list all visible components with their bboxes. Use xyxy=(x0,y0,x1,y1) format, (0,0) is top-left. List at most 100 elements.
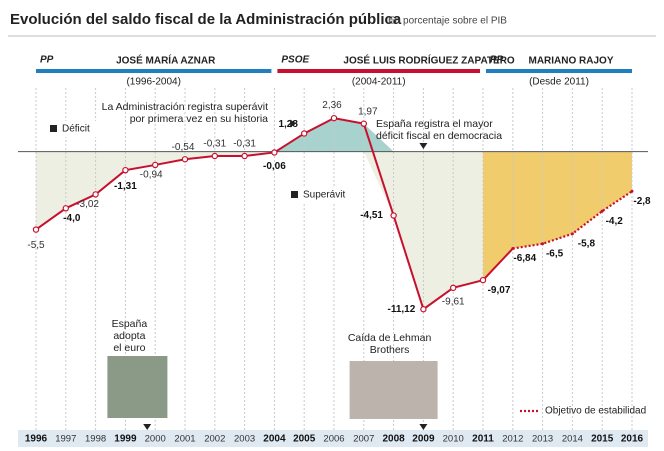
party-logo: PP xyxy=(490,55,504,66)
data-point xyxy=(541,242,545,246)
surplus-area xyxy=(36,118,483,152)
data-point xyxy=(241,152,248,160)
value-label: -11,12 xyxy=(387,304,415,315)
value-label: -3,02 xyxy=(76,199,99,210)
x-tick-label: 1996 xyxy=(25,434,48,445)
legend-box xyxy=(286,187,352,203)
period-band xyxy=(486,69,632,73)
marker xyxy=(419,143,428,149)
data-point xyxy=(181,156,189,163)
photo xyxy=(107,356,168,418)
annotation: déficit fiscal en democracia xyxy=(376,130,502,142)
annotation: Brothers xyxy=(370,344,410,356)
x-tick-label: 2001 xyxy=(174,434,195,445)
x-tick-label: 2005 xyxy=(293,434,316,445)
x-tick-label: 1997 xyxy=(55,434,76,445)
annotation: el euro xyxy=(113,342,145,354)
data-point xyxy=(301,130,308,137)
series-line xyxy=(35,117,484,311)
period-band xyxy=(277,69,480,73)
value-label: -4,0 xyxy=(63,213,81,224)
annotation: adopta xyxy=(113,330,145,342)
period-years: (Desde 2011) xyxy=(529,77,589,88)
value-label: -6,5 xyxy=(546,248,564,259)
value-label: -0,54 xyxy=(172,142,195,153)
data-point xyxy=(479,276,487,284)
objective-area xyxy=(483,151,632,281)
value-label: -5,8 xyxy=(578,238,596,249)
x-tick-label: 2016 xyxy=(621,434,644,445)
legend-box xyxy=(44,121,102,137)
data-point xyxy=(600,209,604,213)
leader-name: MARIANO RAJOY xyxy=(528,56,613,67)
value-label: -4,51 xyxy=(360,210,383,221)
x-tick-label: 2015 xyxy=(591,434,614,445)
connector xyxy=(482,247,514,281)
party-logo: PSOE xyxy=(281,55,309,66)
photo xyxy=(349,361,438,419)
data-point xyxy=(211,152,218,160)
value-label: 1,97 xyxy=(358,106,378,117)
x-tick-label: 1999 xyxy=(114,434,137,445)
value-label: -5,5 xyxy=(27,240,45,251)
chart-subtitle: En porcentaje sobre el PIB xyxy=(388,16,507,27)
party-logo: PP xyxy=(40,55,54,66)
data-point xyxy=(570,232,574,236)
x-tick-label: 2007 xyxy=(353,434,374,445)
legend-label: Déficit xyxy=(62,124,90,135)
value-label: -2,8 xyxy=(633,196,651,207)
value-label: -0,06 xyxy=(263,161,286,172)
value-label: 2,36 xyxy=(322,100,342,111)
annotation: por primera vez en su historia xyxy=(130,113,268,125)
deficit-area xyxy=(36,151,483,310)
legend-label: Superávit xyxy=(303,190,345,201)
value-label: -1,31 xyxy=(114,181,137,192)
data-point xyxy=(511,247,515,251)
x-axis-strip xyxy=(18,430,648,447)
value-label: -6,84 xyxy=(513,253,536,264)
period-years: (1996-2004) xyxy=(126,77,180,88)
x-tick-label: 2004 xyxy=(263,434,286,445)
data-point xyxy=(62,205,70,212)
annotation: Caída de Lehman xyxy=(348,332,432,344)
data-point xyxy=(420,306,427,313)
legend-label: Objetivo de estabilidad xyxy=(545,406,646,417)
data-point xyxy=(32,226,40,233)
annotation: España xyxy=(112,318,148,330)
x-tick-label: 2003 xyxy=(234,434,255,445)
x-tick-label: 2010 xyxy=(443,434,464,445)
data-point xyxy=(151,161,159,169)
x-tick-label: 2013 xyxy=(532,434,553,445)
legend-swatch xyxy=(50,125,57,132)
value-label: -4,2 xyxy=(606,216,624,227)
x-tick-label: 2000 xyxy=(145,434,166,445)
value-label: -0,31 xyxy=(233,139,256,150)
data-point xyxy=(450,284,457,292)
period-band xyxy=(36,69,272,73)
x-tick-label: 2002 xyxy=(204,434,225,445)
data-point xyxy=(92,191,99,198)
data-point xyxy=(122,166,129,174)
data-point xyxy=(630,189,634,193)
x-tick-label: 1998 xyxy=(85,434,106,445)
leader-name: JOSÉ LUIS RODRÍGUEZ ZAPATERO xyxy=(343,54,515,67)
x-tick-label: 2008 xyxy=(382,434,405,445)
annotation: La Administración registra superávit xyxy=(102,101,268,113)
marker xyxy=(419,424,428,430)
value-label: -9,61 xyxy=(442,296,465,307)
data-point xyxy=(360,120,367,127)
data-point xyxy=(330,114,338,122)
value-label: 1,28 xyxy=(278,119,298,130)
legend-swatch xyxy=(291,191,298,198)
x-tick-label: 2006 xyxy=(323,434,344,445)
value-label: -0,94 xyxy=(140,170,163,181)
leader-name: JOSÉ MARÍA AZNAR xyxy=(116,54,216,67)
marker xyxy=(290,119,297,128)
x-tick-label: 2009 xyxy=(412,434,435,445)
chart-title: Evolución del saldo fiscal de la Adminis… xyxy=(10,11,402,28)
annotation: España registra el mayor xyxy=(376,118,493,130)
x-tick-label: 2012 xyxy=(502,434,523,445)
period-years: (2004-2011) xyxy=(352,77,406,88)
marker xyxy=(143,424,152,430)
